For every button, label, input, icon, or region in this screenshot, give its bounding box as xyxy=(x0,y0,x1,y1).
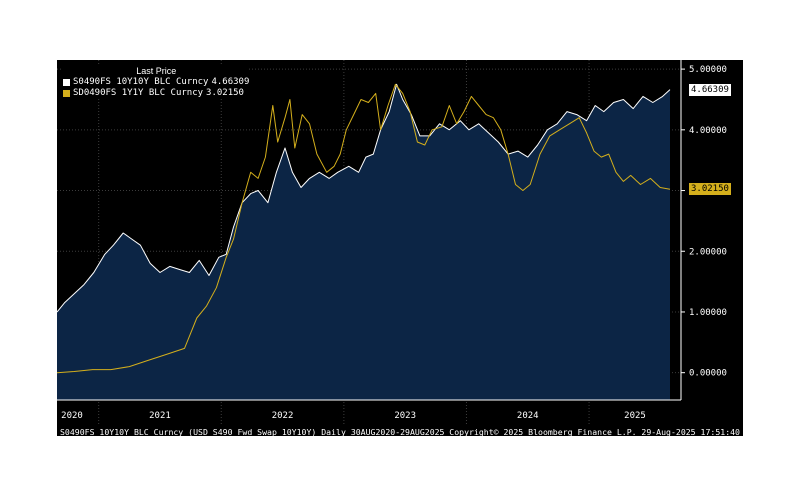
legend-value-10y10y: 4.66309 xyxy=(211,77,250,87)
legend-value-1y1y: 3.02150 xyxy=(206,88,244,98)
series-area-0 xyxy=(57,84,670,401)
legend-swatch-white xyxy=(63,79,70,86)
x-tick-label: 2025 xyxy=(624,411,646,421)
y-tick-label: 2.00000 xyxy=(689,247,727,257)
legend-label-10y10y: S0490FS 10Y10Y BLC Curncy xyxy=(73,77,209,87)
legend-item-1y1y: SD0490FS 1Y1Y BLC Curncy 3.02150 xyxy=(63,88,249,99)
chart-legend: Last Price S0490FS 10Y10Y BLC Curncy 4.6… xyxy=(63,66,250,99)
y-tick-label: 5.00000 xyxy=(689,65,727,75)
footer-copyright: Copyright© 2025 Bloomberg Finance L.P. xyxy=(449,427,637,437)
chart-plot: 0.000001.000002.000003.000004.000005.000… xyxy=(57,60,727,425)
last-value-white: 4.66309 xyxy=(689,83,731,96)
legend-swatch-yellow xyxy=(63,90,70,97)
legend-title: Last Price xyxy=(136,66,177,76)
x-tick-label: 2024 xyxy=(517,411,539,421)
footer-ticker: S0490FS 10Y10Y BLC Curncy (USD S490 Fwd … xyxy=(60,427,445,437)
y-tick-label: 1.00000 xyxy=(689,308,727,318)
y-tick-label: 0.00000 xyxy=(689,369,727,379)
legend-label-1y1y: SD0490FS 1Y1Y BLC Curncy xyxy=(73,88,204,98)
last-value-yellow: 3.02150 xyxy=(689,183,731,196)
x-tick-label: 2022 xyxy=(272,411,294,421)
footer-timestamp: 29-Aug-2025 17:51:40 xyxy=(641,427,740,437)
series-line-0 xyxy=(57,83,671,313)
chart-frame: 0.000001.000002.000003.000004.000005.000… xyxy=(57,60,743,437)
series-layer xyxy=(57,83,671,401)
y-tick-label: 4.00000 xyxy=(689,126,727,136)
series-line-1 xyxy=(57,83,671,374)
x-tick-label: 2023 xyxy=(394,411,416,421)
chart-footer: S0490FS 10Y10Y BLC Curncy (USD S490 Fwd … xyxy=(60,427,740,437)
x-tick-label: 2020 xyxy=(61,411,83,421)
legend-item-10y10y: S0490FS 10Y10Y BLC Curncy 4.66309 xyxy=(63,77,249,88)
x-tick-label: 2021 xyxy=(149,411,171,421)
